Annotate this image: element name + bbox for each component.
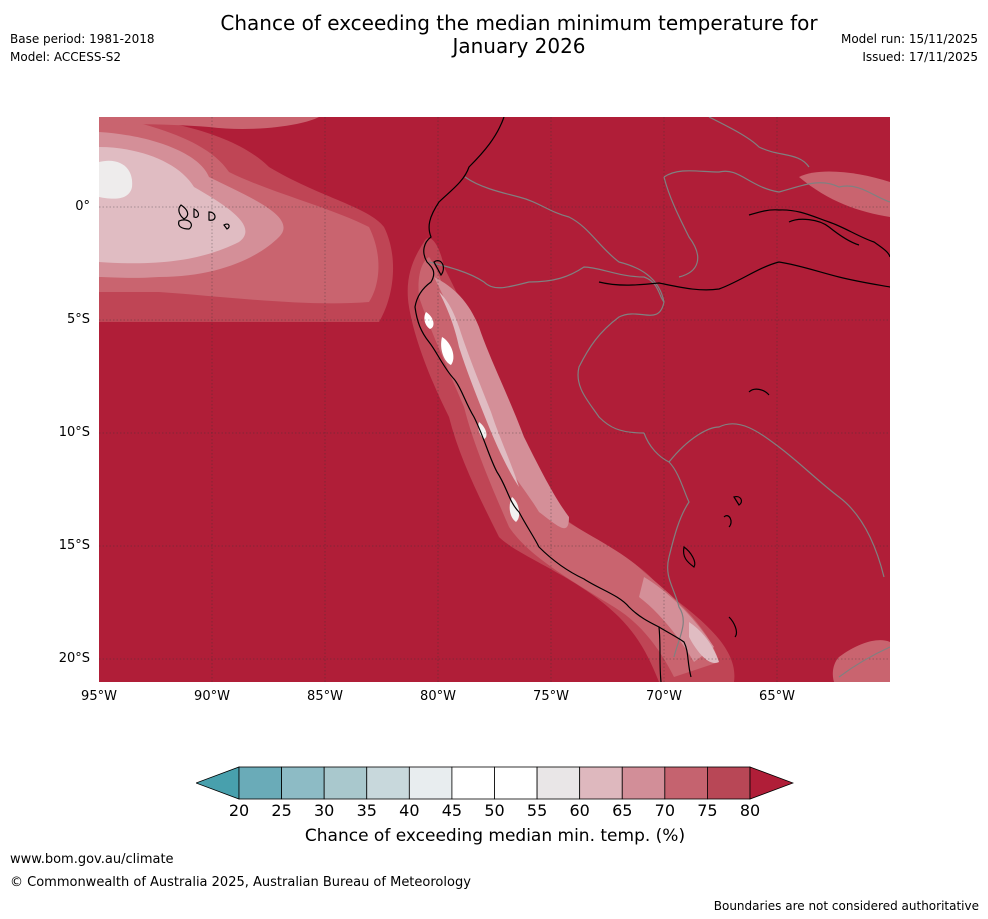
title-line-1: Chance of exceeding the median minimum t… <box>220 11 818 35</box>
country-borders <box>428 117 890 678</box>
pacific-contour-60 <box>99 147 246 264</box>
colorbar-bin <box>366 766 410 800</box>
footer-note: Boundaries are not considered authoritat… <box>713 899 979 913</box>
colorbar-tick: 40 <box>399 801 420 820</box>
colorbar-tick: 55 <box>526 801 548 820</box>
colorbar-bin <box>664 766 708 800</box>
meta-right: Model run: 15/11/2025 Issued: 17/11/2025 <box>841 30 978 66</box>
footer-url[interactable]: www.bom.gov.au/climate <box>10 852 174 867</box>
lat-label-10s: 10°S <box>58 425 90 440</box>
colorbar-bin <box>494 766 538 800</box>
base-period: Base period: 1981-2018 <box>10 32 155 46</box>
colorbar-tick: 65 <box>612 801 633 820</box>
map-svg <box>99 117 890 682</box>
model-name: Model: ACCESS-S2 <box>10 50 122 64</box>
colorbar-bin <box>281 766 325 800</box>
coastal-contour-70 <box>418 257 719 677</box>
colorbar-bin <box>408 766 453 800</box>
colorbar-bin <box>707 766 751 800</box>
colorbar-bin <box>536 766 581 800</box>
colorbar-bin <box>323 766 368 800</box>
lon-label-90w: 90°W <box>194 689 230 704</box>
lon-label-95w: 95°W <box>81 689 117 704</box>
colorbar-svg <box>194 766 795 800</box>
pacific-contour-55 <box>99 160 133 199</box>
colorbar-bin <box>238 766 282 800</box>
colorbar-tick: 35 <box>356 801 377 820</box>
coastal-white-patch-1 <box>441 337 454 365</box>
coastal-contour-60 <box>439 292 519 487</box>
colorbar-tick: 60 <box>569 801 590 820</box>
coastal-white-patch-5 <box>689 622 719 663</box>
coastal-white-patch-2 <box>424 312 434 329</box>
colorbar-tick: 20 <box>228 801 250 820</box>
lat-label-0: 0° <box>75 199 90 214</box>
meta-left: Base period: 1981-2018 Model: ACCESS-S2 <box>10 30 155 66</box>
colorbar-tick: 75 <box>697 801 718 820</box>
model-run: Model run: 15/11/2025 <box>840 32 978 46</box>
colorbar-tick: 50 <box>484 801 505 820</box>
colorbar <box>194 766 795 800</box>
colorbar-over-arrow <box>749 766 795 800</box>
colorbar-tick: 70 <box>654 801 676 820</box>
lat-label-15s: 15°S <box>58 538 90 553</box>
map-title: Chance of exceeding the median minimum t… <box>150 12 888 58</box>
colorbar-bin <box>579 766 623 800</box>
lat-label-5s: 5°S <box>66 312 90 327</box>
lon-label-85w: 85°W <box>307 689 343 704</box>
issued-date: Issued: 17/11/2025 <box>862 50 978 64</box>
colorbar-tick: 25 <box>271 801 292 820</box>
lon-label-65w: 65°W <box>759 689 795 704</box>
colorbar-bin <box>451 766 495 800</box>
colorbar-tick: 45 <box>441 801 463 820</box>
coastlines <box>178 117 890 682</box>
title-line-2: January 2026 <box>452 34 586 58</box>
colorbar-tick: 80 <box>739 801 761 820</box>
lon-label-70w: 70°W <box>646 689 682 704</box>
colorbar-tick: 30 <box>313 801 335 820</box>
pacific-patch-north <box>99 117 319 129</box>
colorbar-label: Chance of exceeding median min. temp. (%… <box>304 826 686 846</box>
probability-map <box>99 117 890 682</box>
footer-copyright: © Commonwealth of Australia 2025, Austra… <box>10 875 471 890</box>
lon-label-75w: 75°W <box>533 689 569 704</box>
colorbar-bin <box>621 766 666 800</box>
lat-label-20s: 20°S <box>58 651 90 666</box>
coastal-white-patch-3 <box>478 422 487 439</box>
lon-label-80w: 80°W <box>420 689 456 704</box>
colorbar-under-arrow <box>194 766 240 800</box>
coastal-contour-65 <box>434 277 569 529</box>
